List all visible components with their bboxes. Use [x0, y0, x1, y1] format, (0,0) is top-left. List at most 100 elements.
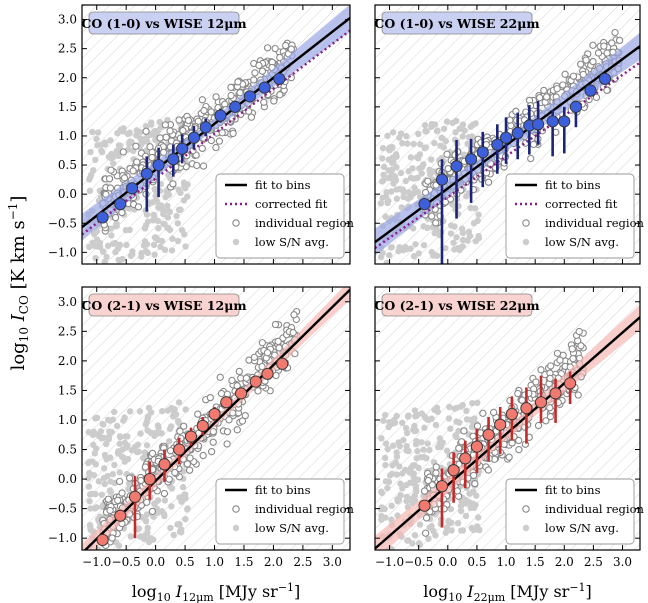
individual-point [104, 495, 113, 503]
low-sn-point [86, 469, 93, 477]
low-sn-point [433, 225, 440, 232]
binned-point [511, 126, 524, 140]
low-sn-point [393, 471, 401, 478]
individual-point [118, 208, 126, 217]
low-sn-point [475, 211, 482, 218]
low-sn-point [388, 244, 395, 251]
individual-point [247, 113, 256, 121]
low-sn-point [385, 478, 393, 486]
y-tick-label: 0.5 [58, 158, 77, 172]
low-sn-point [392, 459, 399, 466]
individual-point [424, 177, 432, 185]
low-sn-point [92, 415, 99, 422]
low-sn-point [177, 526, 185, 533]
low-sn-point [403, 447, 410, 454]
panel-title-text: CO (1-0) vs WISE 22μm [374, 16, 539, 31]
low-sn-point [108, 232, 115, 239]
individual-point [199, 451, 207, 460]
legend-box [215, 478, 345, 545]
low-sn-point [388, 502, 395, 510]
x-tick-label: 1.5 [234, 555, 253, 569]
individual-point [143, 498, 151, 507]
individual-point [209, 427, 217, 436]
low-sn-point [123, 241, 130, 249]
low-sn-point [135, 525, 143, 532]
low-sn-point [388, 420, 395, 428]
low-sn-point [447, 230, 455, 237]
individual-point [194, 410, 202, 418]
individual-point [600, 42, 608, 50]
low-sn-point [443, 118, 451, 125]
y-tick-label: 0.5 [58, 443, 77, 457]
low-sn-point [99, 420, 106, 428]
panel-3: −1.0 −0.5 0.0 0.5 1.0 1.5 2.0 2.5 3.0−1.0−0.50.0… [48, 286, 355, 603]
low-sn-point [432, 421, 440, 429]
legend-key-individual [232, 505, 240, 513]
low-sn-point [386, 144, 394, 151]
low-sn-point [144, 249, 152, 257]
low-sn-point [378, 488, 385, 495]
individual-point [506, 116, 514, 124]
individual-point [579, 70, 587, 79]
x-tick-label: 3.0 [613, 555, 632, 569]
low-sn-point [379, 144, 387, 152]
individual-point [568, 345, 576, 353]
low-sn-point [154, 430, 161, 437]
low-sn-point [414, 155, 422, 162]
low-sn-point [100, 434, 107, 441]
y-tick-label: 1.5 [58, 383, 77, 397]
individual-point [453, 487, 461, 495]
low-sn-point [411, 492, 418, 500]
low-sn-point [464, 140, 471, 147]
individual-point [258, 362, 266, 371]
individual-point [141, 463, 150, 471]
x-tick-label: 1.5 [526, 555, 545, 569]
individual-point [473, 422, 482, 430]
binned-point [196, 419, 209, 432]
low-sn-point [436, 440, 444, 447]
low-sn-point [397, 169, 405, 177]
individual-point [421, 529, 430, 537]
low-sn-point [174, 237, 182, 245]
low-sn-point [85, 459, 93, 466]
low-sn-point [93, 236, 101, 243]
low-sn-point [439, 135, 446, 142]
low-sn-point [459, 229, 467, 237]
low-sn-point [86, 243, 93, 251]
binned-point [494, 418, 507, 431]
low-sn-point [384, 445, 391, 453]
panel-title: CO (1-0) vs WISE 22μm [374, 11, 540, 35]
individual-point [515, 436, 523, 445]
low-sn-point [121, 414, 128, 421]
low-sn-point [470, 220, 478, 227]
low-sn-point [141, 238, 149, 245]
low-sn-point [124, 433, 131, 440]
legend-box [215, 173, 345, 259]
low-sn-point [168, 247, 176, 254]
low-sn-point [402, 424, 410, 432]
individual-point [218, 129, 226, 137]
low-sn-point [391, 173, 399, 180]
low-sn-point [160, 208, 168, 215]
legend-label: low S/N avg. [255, 521, 329, 535]
low-sn-point [165, 224, 172, 232]
axes-frame [374, 286, 641, 551]
individual-point [228, 376, 236, 385]
individual-point [592, 93, 601, 102]
low-sn-point [178, 498, 185, 505]
y-tick-label: −1.0 [48, 245, 77, 259]
individual-point [546, 374, 554, 383]
low-sn-point [94, 129, 102, 136]
x-tick-label: 0.5 [176, 555, 195, 569]
low-sn-point [102, 440, 110, 448]
low-sn-point [413, 437, 420, 445]
low-sn-point [410, 140, 417, 148]
y-tick-label: 1.5 [58, 100, 77, 114]
low-sn-point [116, 469, 123, 476]
y-tick-label: −0.5 [48, 502, 77, 516]
low-sn-point [420, 241, 428, 249]
individual-point [183, 460, 192, 468]
binned-point [208, 408, 221, 421]
legend-key-individual [522, 219, 530, 227]
low-sn-point [91, 242, 99, 250]
